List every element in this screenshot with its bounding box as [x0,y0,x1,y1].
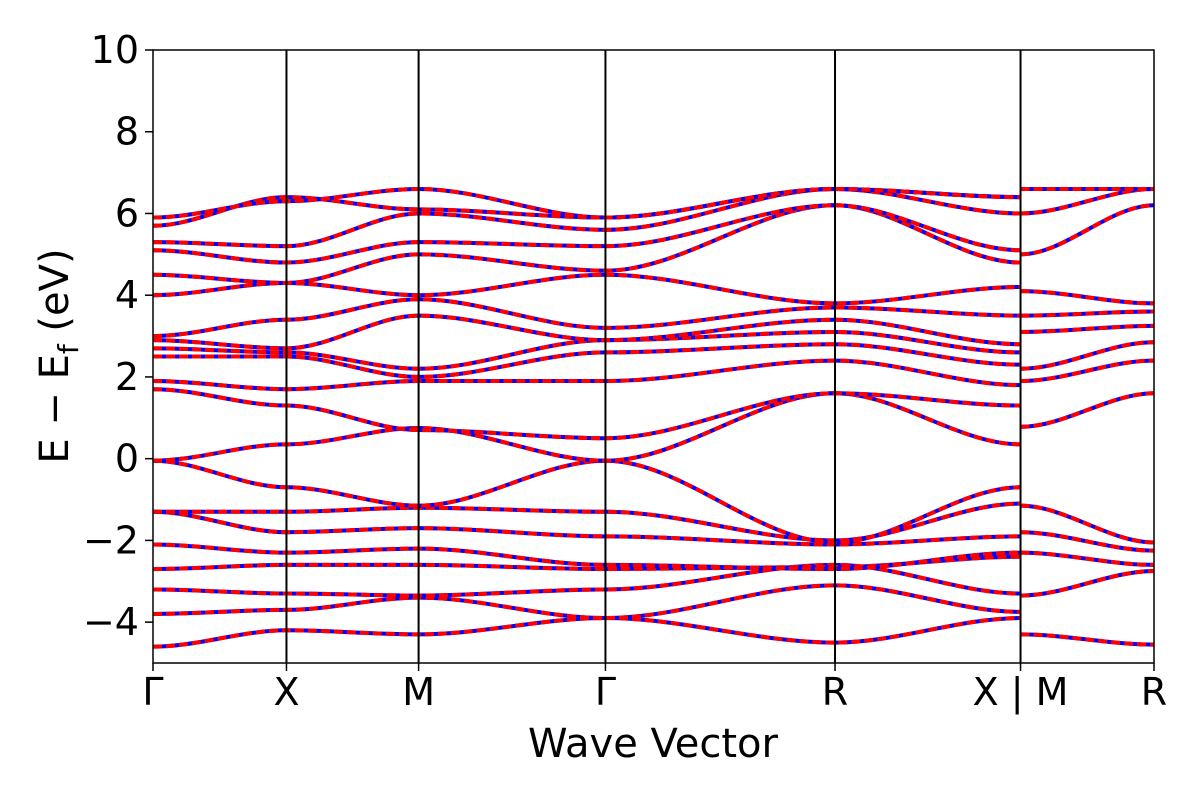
band-line-blue [153,458,1021,545]
y-axis-label-subscript: f [52,343,85,354]
band-line-red [1020,391,1154,429]
x-axis-ticks: Γ X M Γ R X | M R [142,663,1167,715]
band-line-red [1020,632,1154,647]
band-line-red [1020,203,1154,257]
band-line-red [153,387,1021,441]
y-axis-label: E − Ef (eV) [32,248,85,463]
band-line-red [153,272,1021,306]
x-tick-label: Γ [595,670,616,714]
y-tick-label: 0 [115,437,139,481]
y-tick-label: 4 [115,273,139,317]
band-line-red [1020,309,1154,318]
band-line-blue [153,297,1021,339]
high-symmetry-lines [285,50,1022,663]
band-line-red [1020,289,1154,306]
y-tick-label: 2 [115,355,139,399]
band-line-red [153,509,1021,547]
band-line-red [1020,550,1154,567]
x-tick-label: M [402,670,435,714]
band-line-red [153,203,1021,265]
x-tick-label: Γ [142,670,163,714]
y-tick-label: 6 [115,191,139,235]
y-tick-label: −2 [83,518,139,562]
y-tick-label: 8 [115,110,139,154]
band-line-blue [153,358,1021,392]
y-tick-label: −4 [83,600,139,644]
band-line-red [1020,530,1154,553]
y-axis-ticks: 10 8 6 4 2 0 −2 −4 [83,28,153,644]
x-tick-label: X | M [973,670,1069,715]
band-line-red [153,391,1021,463]
plot-frame [152,49,1155,664]
band-line-red [153,616,1021,649]
band-line-red [153,297,1021,339]
band-line-red [1020,323,1154,334]
y-tick-label: 10 [91,28,139,72]
band-line-blue [153,616,1021,649]
y-axis-label-main: E − E [32,354,78,464]
band-line-red [1020,340,1154,371]
band-line-blue [153,509,1021,547]
x-tick-label: R [1141,670,1167,714]
x-axis-label: Wave Vector [528,721,779,767]
band-line-red [1020,503,1154,545]
band-lines [153,186,1154,649]
y-axis-label-unit: (eV) [32,248,78,344]
band-line-red [1020,358,1154,384]
x-tick-label: R [822,670,848,714]
x-tick-label: X [273,670,299,714]
band-line-red [1020,569,1154,598]
